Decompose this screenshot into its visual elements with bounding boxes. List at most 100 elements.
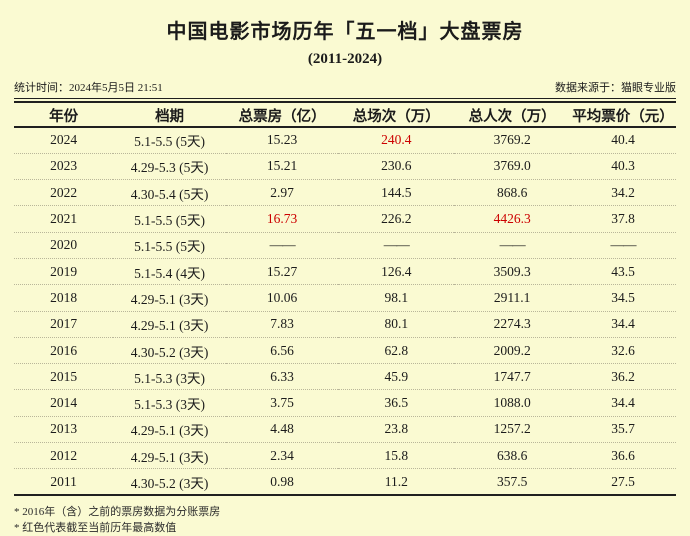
cell-sessions: 11.2 [384,473,408,489]
cell-year: 2014 [50,395,78,411]
cell-box_office: 2.34 [270,447,294,463]
cell-box_office: 3.75 [270,395,294,411]
table-row: 2019 5.1-5.4 (4天) 15.27 126.4 3509.3 43.5 [14,258,676,285]
cell-period: 4.30-5.4 (5天) [130,186,209,202]
cell-admissions: 2274.3 [493,316,531,332]
table-row: 2020 5.1-5.5 (5天) —— —— —— —— [14,232,676,259]
cell-box_office: 15.21 [266,158,298,174]
column-header-period: 档期 [113,103,226,128]
box-office-table: 年份 档期 总票房（亿） 总场次（万） 总人次（万） 平均票价（元） 2024 5.1-5.… [14,103,676,496]
cell-year: 2015 [50,368,78,384]
cell-avg_price: —— [610,237,637,253]
cell-admissions: —— [499,237,526,253]
cell-admissions: 357.5 [496,473,528,489]
cell-period: 4.29-5.1 (3天) [130,318,209,334]
cell-sessions: 62.8 [384,342,409,358]
cell-box_office: 10.06 [266,289,298,305]
cell-period: 5.1-5.5 (5天) [134,213,205,229]
cell-year: 2017 [50,316,78,332]
table-row: 2023 4.29-5.3 (5天) 15.21 230.6 3769.0 40.3 [14,153,676,180]
table-row: 2013 4.29-5.1 (3天) 4.48 23.8 1257.2 35.7 [14,416,676,443]
cell-box_office: 15.27 [266,263,298,279]
table-row: 2016 4.30-5.2 (3天) 6.56 62.8 2009.2 32.6 [14,337,676,364]
cell-avg_price: 32.6 [611,342,635,358]
cell-box_office: 7.83 [270,316,294,332]
column-header-box_office: 总票房（亿） [225,103,339,128]
table-row: 2018 4.29-5.1 (3天) 10.06 98.1 2911.1 34.5 [14,285,676,312]
cell-box_office: 6.33 [270,368,294,384]
cell-admissions: 1747.7 [493,368,531,384]
cell-period: 4.29-5.1 (3天) [130,449,209,465]
cell-box_office: —— [269,237,296,253]
cell-year: 2023 [50,158,78,174]
meta-row: 统计时间：2024年5月5日 21:51 数据来源于：猫眼专业版 [14,79,676,98]
cell-period: 4.29-5.1 (3天) [130,291,209,307]
cell-avg_price: 40.3 [611,158,635,174]
cell-avg_price: 35.7 [611,421,635,437]
cell-sessions: 80.1 [384,316,409,332]
cell-admissions: 1088.0 [493,395,531,411]
cell-year: 2016 [50,342,78,358]
table-row: 2015 5.1-5.3 (3天) 6.33 45.9 1747.7 36.2 [14,364,676,390]
cell-sessions: 226.2 [381,211,412,227]
cell-sessions: 126.4 [381,263,412,279]
cell-box_office: 4.48 [270,421,294,437]
column-header-admissions: 总人次（万） [454,103,571,128]
cell-avg_price: 34.2 [611,184,635,200]
cell-admissions: 2911.1 [493,289,531,305]
cell-admissions: 638.6 [496,447,528,463]
cell-period: 5.1-5.3 (3天) [134,397,205,413]
cell-period: 5.1-5.5 (5天) [134,239,205,255]
cell-period: 4.29-5.1 (3天) [130,423,209,439]
cell-admissions: 3509.3 [493,263,531,279]
table-row: 2024 5.1-5.5 (5天) 15.23 240.4 3769.2 40.4 [14,127,676,154]
cell-period: 4.29-5.3 (5天) [130,160,209,176]
cell-box_office: 6.56 [270,342,294,358]
cell-sessions: 98.1 [384,289,409,305]
cell-avg_price: 36.6 [611,447,635,463]
cell-period: 5.1-5.3 (3天) [134,370,205,386]
cell-box_office: 15.23 [266,132,298,148]
column-header-sessions: 总场次（万） [338,103,455,128]
table-row: 2022 4.30-5.4 (5天) 2.97 144.5 868.6 34.2 [14,180,676,206]
cell-admissions: 3769.0 [493,158,531,174]
cell-year: 2021 [50,211,78,227]
column-header-avg_price: 平均票价（元） [570,103,676,128]
cell-sessions: 36.5 [384,395,409,411]
stat-time-label: 统计时间：2024年5月5日 21:51 [14,82,163,94]
cell-period: 4.30-5.2 (3天) [130,475,209,491]
cell-sessions: 23.8 [384,421,409,437]
cell-box_office: 16.73 [266,211,298,227]
cell-period: 4.30-5.2 (3天) [130,344,209,360]
cell-year: 2020 [50,237,78,253]
table-top-double-rule [14,98,676,103]
cell-year: 2024 [50,132,78,148]
cell-year: 2013 [50,421,78,437]
cell-sessions: 45.9 [384,368,409,384]
cell-year: 2019 [50,263,78,279]
footnote-split-revenue: * 2016年（含）之前的票房数据为分账票房 [14,506,221,519]
cell-sessions: 144.5 [381,184,412,200]
table-row: 2017 4.29-5.1 (3天) 7.83 80.1 2274.3 34.4 [14,311,676,338]
cell-box_office: 2.97 [270,184,294,200]
table-row: 2021 5.1-5.5 (5天) 16.73 226.2 4426.3 37.8 [14,206,676,233]
cell-admissions: 2009.2 [493,342,531,358]
cell-avg_price: 37.8 [611,211,635,227]
cell-year: 2018 [50,289,78,305]
cell-sessions: 230.6 [381,158,412,174]
table-row: 2011 4.30-5.2 (3天) 0.98 11.2 357.5 27.5 [14,469,676,496]
cell-avg_price: 40.4 [611,132,635,148]
cell-period: 5.1-5.5 (5天) [134,134,205,150]
cell-year: 2011 [50,473,77,489]
cell-year: 2012 [50,447,78,463]
column-header-year: 年份 [14,103,114,128]
cell-avg_price: 36.2 [611,368,635,384]
cell-sessions: 240.4 [381,132,412,148]
data-source-label: 数据来源于：猫眼专业版 [555,82,676,94]
cell-admissions: 1257.2 [493,421,531,437]
cell-avg_price: 34.5 [611,289,635,305]
table-header: 年份 档期 总票房（亿） 总场次（万） 总人次（万） 平均票价（元） [14,103,676,128]
cell-avg_price: 34.4 [611,395,635,411]
page-subtitle: (2011-2024) [307,51,383,67]
cell-sessions: 15.8 [384,447,409,463]
